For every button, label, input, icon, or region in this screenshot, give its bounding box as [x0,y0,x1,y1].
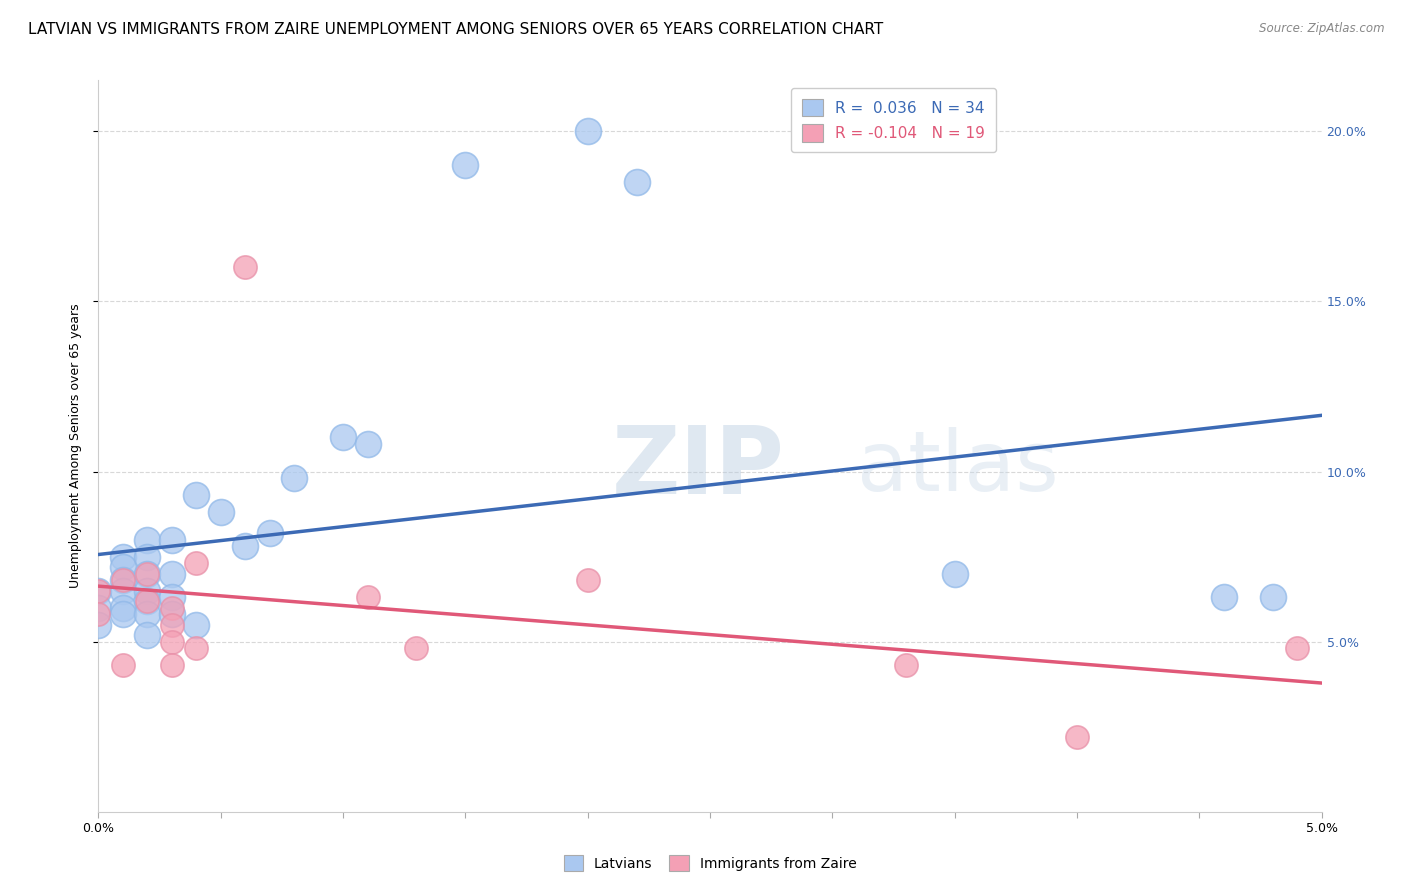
Text: LATVIAN VS IMMIGRANTS FROM ZAIRE UNEMPLOYMENT AMONG SENIORS OVER 65 YEARS CORREL: LATVIAN VS IMMIGRANTS FROM ZAIRE UNEMPLO… [28,22,883,37]
Point [136,594,159,608]
Point [111,583,134,598]
Point [283,471,305,485]
Point [136,628,159,642]
Point [136,566,159,581]
Point [894,658,917,673]
Point [186,641,208,656]
Text: Source: ZipAtlas.com: Source: ZipAtlas.com [1260,22,1385,36]
Point [111,600,134,615]
Point [160,607,183,622]
Point [111,549,134,564]
Point [1286,641,1309,656]
Point [160,658,183,673]
Point [111,658,134,673]
Point [186,488,208,502]
Point [576,124,599,138]
Point [454,158,477,172]
Point [136,594,159,608]
Point [233,260,256,275]
Y-axis label: Unemployment Among Seniors over 65 years: Unemployment Among Seniors over 65 years [69,303,83,589]
Point [259,525,281,540]
Point [111,559,134,574]
Point [160,533,183,547]
Point [87,607,110,622]
Point [136,549,159,564]
Point [332,430,354,444]
Point [87,617,110,632]
Point [111,607,134,622]
Point [136,583,159,598]
Point [405,641,427,656]
Point [111,574,134,588]
Point [87,600,110,615]
Point [1261,591,1284,605]
Point [87,583,110,598]
Point [160,591,183,605]
Point [160,600,183,615]
Point [233,540,256,554]
Legend: Latvians, Immigrants from Zaire: Latvians, Immigrants from Zaire [557,848,863,878]
Point [136,607,159,622]
Point [209,505,232,519]
Point [136,533,159,547]
Point [626,175,648,189]
Point [160,634,183,648]
Point [87,583,110,598]
Point [111,574,134,588]
Text: ZIP: ZIP [612,422,785,514]
Point [576,574,599,588]
Point [356,591,378,605]
Point [136,566,159,581]
Point [160,566,183,581]
Point [160,617,183,632]
Point [1066,730,1088,744]
Point [186,557,208,571]
Point [186,617,208,632]
Text: atlas: atlas [856,427,1059,508]
Point [943,566,966,581]
Point [356,437,378,451]
Point [1212,591,1234,605]
